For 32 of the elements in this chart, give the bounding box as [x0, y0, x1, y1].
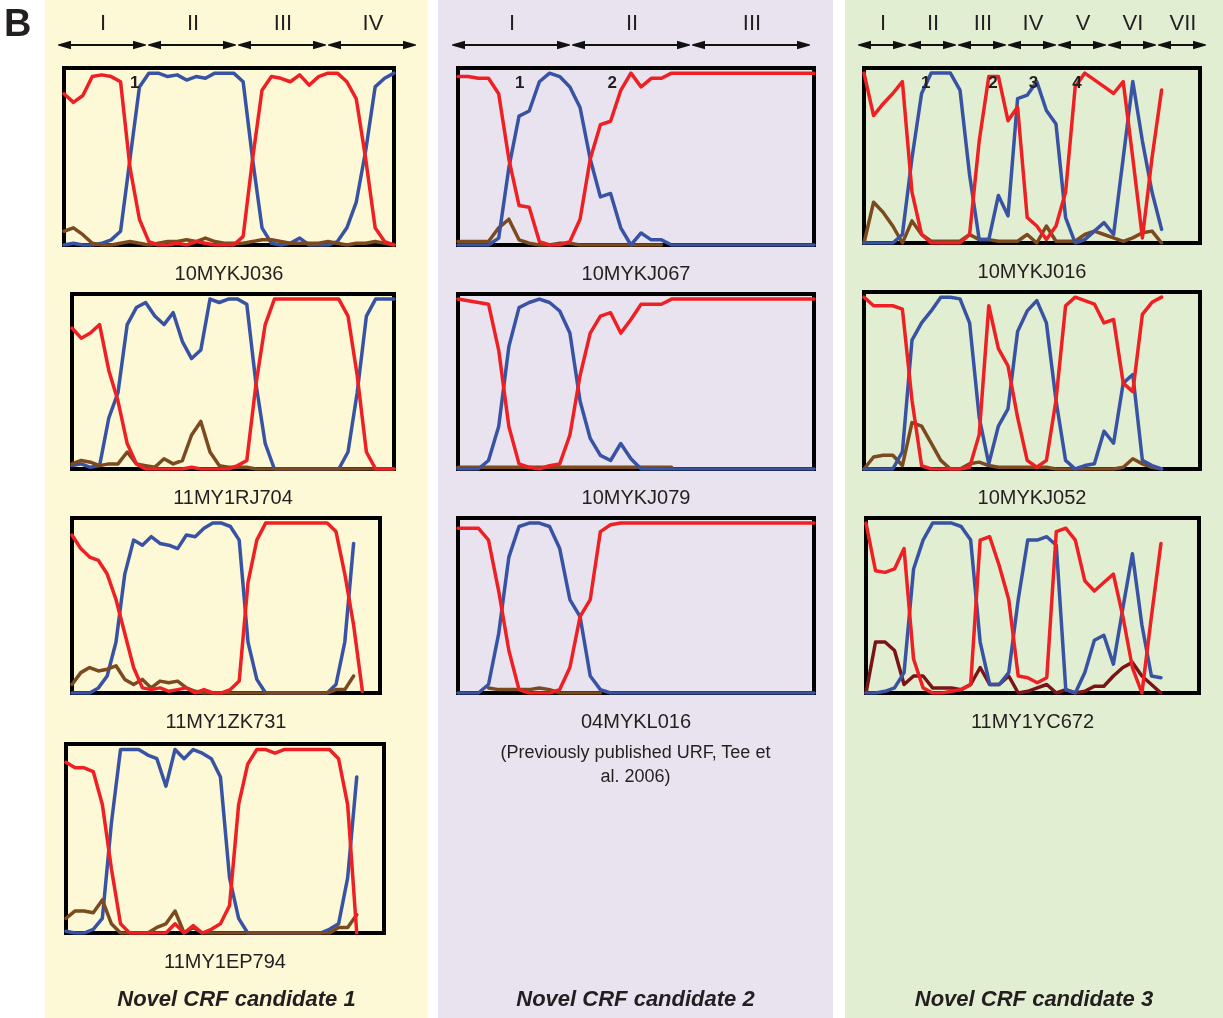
x-axis-title: 04MYKL016 [580, 710, 692, 732]
annotation: 1 [130, 73, 140, 92]
text: Novel CRF candidate 1 [116, 986, 357, 1012]
text: II [925, 10, 941, 36]
text: II [624, 10, 640, 36]
text: I [878, 10, 888, 36]
annotation: 1 [514, 73, 525, 92]
x-axis-title: 11MY1EP794 [164, 950, 286, 972]
x-axis-title: 11MY1YC672 [970, 710, 1095, 732]
text: III [272, 10, 294, 36]
x-axis-title: 11MY1RJ704 [173, 486, 293, 508]
text: IV [361, 10, 385, 36]
text: B [4, 2, 32, 45]
text: I [507, 10, 517, 36]
text: VI [1121, 10, 1145, 36]
text: Novel CRF candidate 2 [515, 986, 756, 1012]
text: Novel CRF candidate 3 [913, 986, 1155, 1012]
x-axis-title: 11MY1ZK731 [165, 710, 287, 732]
text: II [185, 10, 201, 36]
x-axis-title: 10MYKJ016 [977, 260, 1087, 282]
text: (Previously published URF, Tee et al. 2006) [500, 741, 771, 788]
annotation: 2 [607, 73, 617, 92]
x-axis-title: 10MYKJ052 [977, 486, 1087, 508]
text: VII [1168, 10, 1198, 36]
x-axis-title: 10MYKJ079 [581, 486, 691, 508]
x-axis-title: 10MYKJ036 [174, 262, 284, 284]
text: V [1074, 10, 1092, 36]
x-axis-title: 10MYKJ067 [581, 262, 691, 284]
text: IV [1021, 10, 1045, 36]
text: III [972, 10, 994, 36]
text: III [741, 10, 763, 36]
text: I [98, 10, 108, 36]
